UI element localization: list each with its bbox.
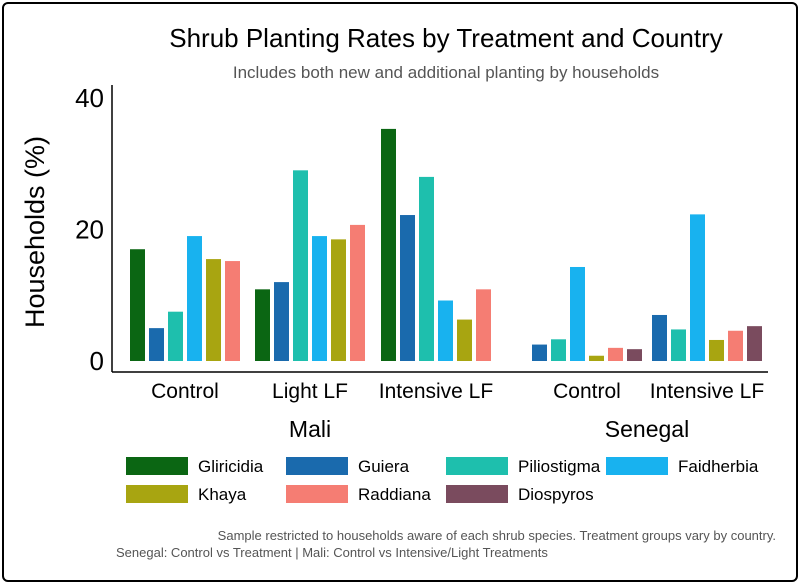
bar-senegal-control-raddiana xyxy=(608,347,623,361)
bar-mali-intensive-lf-khaya xyxy=(457,319,472,361)
bar-mali-intensive-lf-raddiana xyxy=(476,289,491,361)
legend-swatch-khaya xyxy=(126,485,188,503)
legend-label-guiera: Guiera xyxy=(358,457,410,476)
bar-mali-control-gliricidia xyxy=(130,249,145,361)
bar-mali-light-lf-raddiana xyxy=(350,224,365,361)
bar-mali-control-piliostigma xyxy=(168,311,183,361)
y-tick-label: 0 xyxy=(90,346,104,376)
bar-senegal-intensive-lf-khaya xyxy=(709,339,724,361)
y-tick-label: 40 xyxy=(75,83,104,113)
legend-swatch-gliricidia xyxy=(126,457,188,475)
x-tick-label: Control xyxy=(553,380,621,403)
bar-mali-intensive-lf-faidherbia xyxy=(438,300,453,361)
bar-senegal-intensive-lf-diospyros xyxy=(747,326,762,361)
bar-mali-light-lf-gliricidia xyxy=(255,289,270,361)
bar-mali-control-raddiana xyxy=(225,261,240,361)
bar-mali-light-lf-khaya xyxy=(331,239,346,361)
y-tick-label: 20 xyxy=(75,215,104,245)
legend: Gliricidia Guiera Piliostigma Faidherbia Kha… xyxy=(126,457,759,504)
bar-mali-intensive-lf-gliricidia xyxy=(381,128,396,361)
legend-label-piliostigma: Piliostigma xyxy=(518,457,601,476)
bar-senegal-control-guiera xyxy=(532,344,547,361)
bar-mali-light-lf-guiera xyxy=(274,282,289,361)
chart-subtitle: Includes both new and additional plantin… xyxy=(233,63,659,82)
bar-senegal-control-khaya xyxy=(589,355,604,361)
bar-senegal-intensive-lf-piliostigma xyxy=(671,329,686,361)
legend-label-diospyros: Diospyros xyxy=(518,485,594,504)
bar-mali-intensive-lf-guiera xyxy=(400,215,415,361)
legend-label-raddiana: Raddiana xyxy=(358,485,431,504)
bar-mali-control-khaya xyxy=(206,259,221,361)
bar-senegal-control-diospyros xyxy=(627,349,642,361)
legend-swatch-faidherbia xyxy=(606,457,668,475)
bar-senegal-control-faidherbia xyxy=(570,266,585,361)
legend-label-gliricidia: Gliricidia xyxy=(198,457,264,476)
bar-mali-control-guiera xyxy=(149,328,164,361)
bar-mali-light-lf-faidherbia xyxy=(312,236,327,361)
country-label-senegal: Senegal xyxy=(605,416,689,442)
ticks-layer: 0 20 40 Mali Control Light LF Intensive LF Sene… xyxy=(75,83,764,442)
x-tick-label: Light LF xyxy=(272,380,348,403)
bar-mali-control-faidherbia xyxy=(187,236,202,361)
bar-senegal-intensive-lf-faidherbia xyxy=(690,214,705,361)
legend-label-khaya: Khaya xyxy=(198,485,247,504)
caption-line-1: Sample restricted to households aware of… xyxy=(218,528,776,543)
chart-title: Shrub Planting Rates by Treatment and Co… xyxy=(169,23,723,53)
bars-layer xyxy=(130,128,762,361)
bar-senegal-intensive-lf-guiera xyxy=(652,314,667,361)
legend-swatch-guiera xyxy=(286,457,348,475)
caption-line-2: Senegal: Control vs Treatment | Mali: Co… xyxy=(116,545,548,560)
legend-label-faidherbia: Faidherbia xyxy=(678,457,759,476)
legend-swatch-diospyros xyxy=(446,485,508,503)
x-tick-label: Intensive LF xyxy=(379,380,493,403)
y-axis-label: Households (%) xyxy=(20,136,50,328)
bar-senegal-control-piliostigma xyxy=(551,339,566,361)
legend-swatch-raddiana xyxy=(286,485,348,503)
legend-swatch-piliostigma xyxy=(446,457,508,475)
bar-senegal-intensive-lf-raddiana xyxy=(728,330,743,361)
bar-mali-intensive-lf-piliostigma xyxy=(419,176,434,361)
country-label-mali: Mali xyxy=(289,416,331,442)
x-tick-label: Intensive LF xyxy=(650,380,764,403)
x-tick-label: Control xyxy=(151,380,219,403)
bar-mali-light-lf-piliostigma xyxy=(293,170,308,361)
